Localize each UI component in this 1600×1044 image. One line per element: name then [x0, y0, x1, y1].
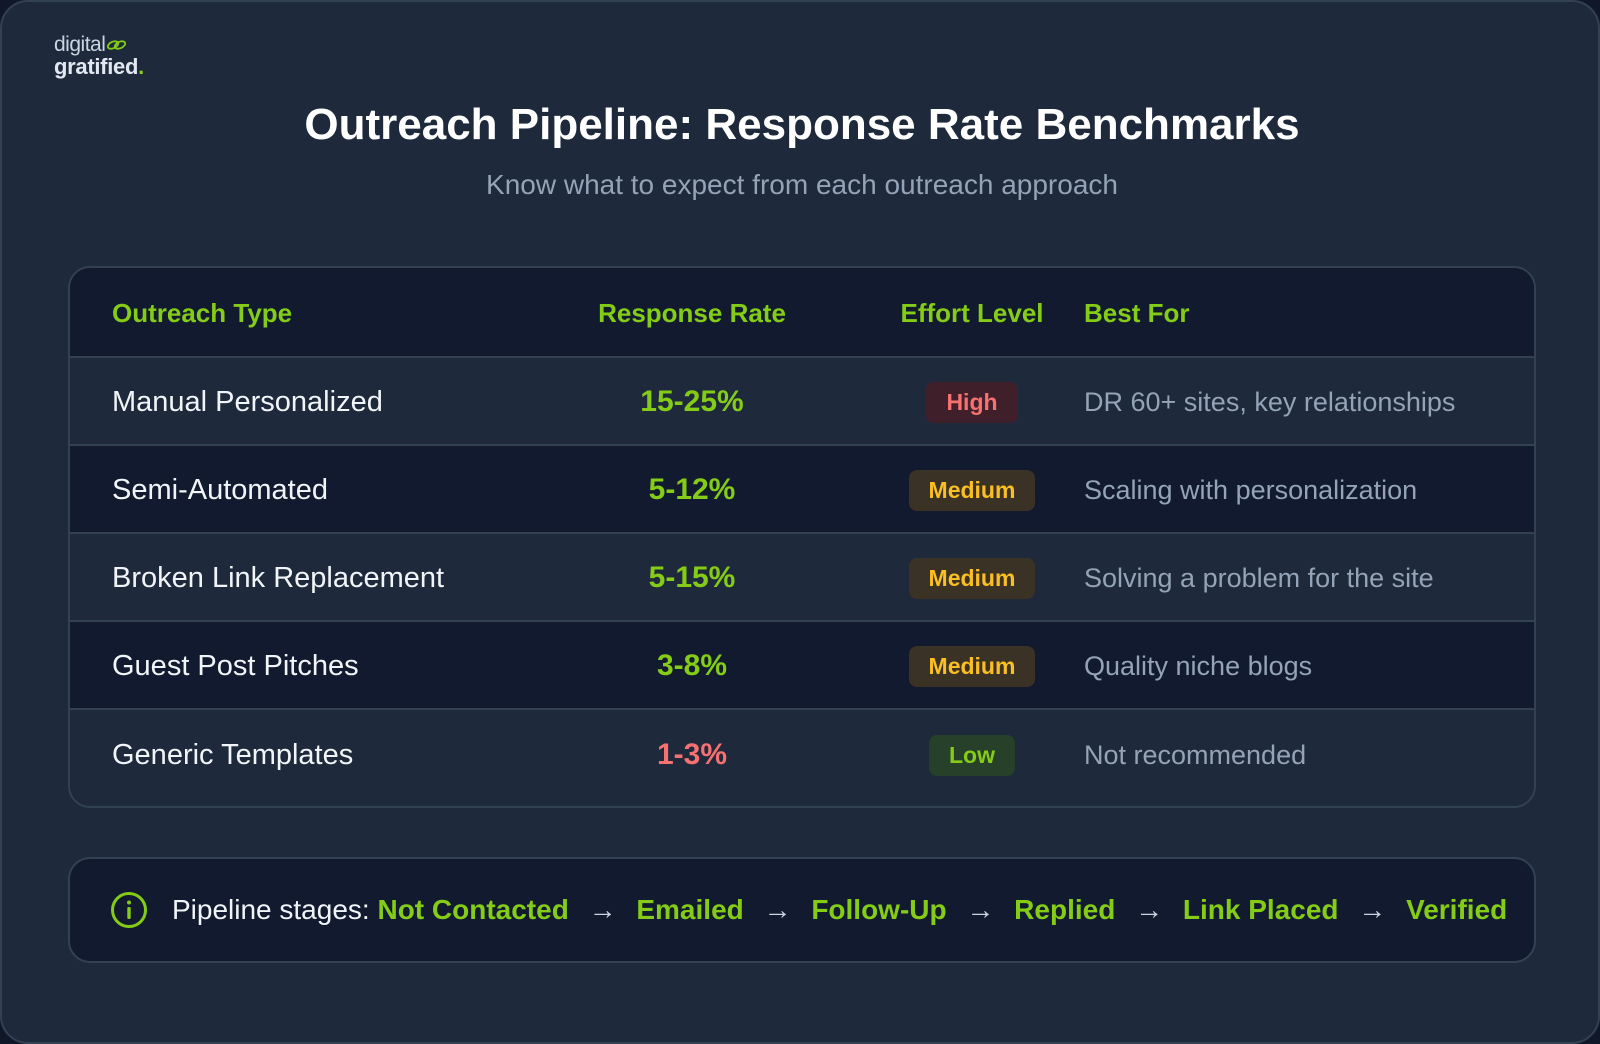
response-rate-cell: 5-15%	[648, 561, 736, 594]
stage-emailed: Emailed	[636, 894, 744, 925]
response-rate-cell: 3-8%	[656, 649, 728, 682]
effort-badge: Medium	[908, 645, 1036, 687]
stage-link-placed: Link Placed	[1182, 894, 1339, 925]
column-header-outreach-type: Outreach Type	[112, 297, 293, 328]
arrow-right-icon: →	[1358, 894, 1387, 925]
outreach-type-cell: Generic Templates	[112, 738, 354, 771]
best-for-cell: Solving a problem for the site	[1084, 562, 1434, 593]
pipeline-stages-note: Pipeline stages: Not Contacted → Emailed…	[68, 857, 1536, 963]
best-for-cell: Quality niche blogs	[1084, 650, 1313, 681]
table-row: Generic Templates 1-3% Low Not recommend…	[70, 708, 1534, 806]
page-title: Outreach Pipeline: Response Rate Benchma…	[304, 100, 1300, 149]
logo-line1: digital	[54, 33, 106, 56]
pipeline-stages-text: Pipeline stages: Not Contacted → Emailed…	[172, 894, 1507, 926]
effort-badge: High	[926, 381, 1018, 423]
logo-line2: gratified	[54, 54, 139, 79]
column-header-effort-level: Effort Level	[900, 297, 1044, 328]
column-header-best-for: Best For	[1084, 297, 1190, 328]
column-header-response-rate: Response Rate	[598, 297, 786, 328]
stage-verified: Verified	[1406, 894, 1508, 925]
outreach-type-cell: Guest Post Pitches	[112, 649, 359, 682]
best-for-cell: Scaling with personalization	[1084, 474, 1418, 505]
outreach-type-cell: Broken Link Replacement	[112, 561, 445, 594]
link-icon	[107, 39, 127, 50]
brand-logo: digital gratified.	[54, 34, 144, 78]
info-icon	[111, 892, 147, 928]
effort-badge: Medium	[908, 469, 1036, 511]
response-rate-cell: 1-3%	[656, 738, 728, 771]
arrow-right-icon: →	[763, 894, 792, 925]
stage-follow-up: Follow-Up	[811, 894, 947, 925]
effort-badge: Medium	[908, 557, 1036, 599]
table-row: Broken Link Replacement 5-15% Medium Sol…	[70, 532, 1534, 622]
best-for-cell: DR 60+ sites, key relationships	[1084, 386, 1456, 417]
stage-not-contacted: Not Contacted	[377, 894, 569, 925]
stage-replied: Replied	[1014, 894, 1116, 925]
outreach-type-cell: Semi-Automated	[112, 473, 328, 506]
table-row: Manual Personalized 15-25% High DR 60+ s…	[70, 356, 1534, 446]
benchmark-table: Outreach Type Response Rate Effort Level…	[68, 266, 1536, 808]
logo-dot: .	[138, 54, 144, 79]
page-subtitle: Know what to expect from each outreach a…	[486, 169, 1118, 200]
response-rate-cell: 15-25%	[640, 385, 744, 418]
arrow-right-icon: →	[966, 894, 995, 925]
table-header-row: Outreach Type Response Rate Effort Level…	[70, 268, 1534, 358]
arrow-right-icon: →	[588, 894, 617, 925]
best-for-cell: Not recommended	[1084, 739, 1307, 770]
table-row: Guest Post Pitches 3-8% Medium Quality n…	[70, 620, 1534, 710]
arrow-right-icon: →	[1135, 894, 1164, 925]
table-row: Semi-Automated 5-12% Medium Scaling with…	[70, 444, 1534, 534]
effort-badge: Low	[929, 734, 1015, 776]
response-rate-cell: 5-12%	[648, 473, 736, 506]
outreach-type-cell: Manual Personalized	[112, 385, 383, 418]
pipeline-label: Pipeline stages:	[172, 894, 370, 925]
